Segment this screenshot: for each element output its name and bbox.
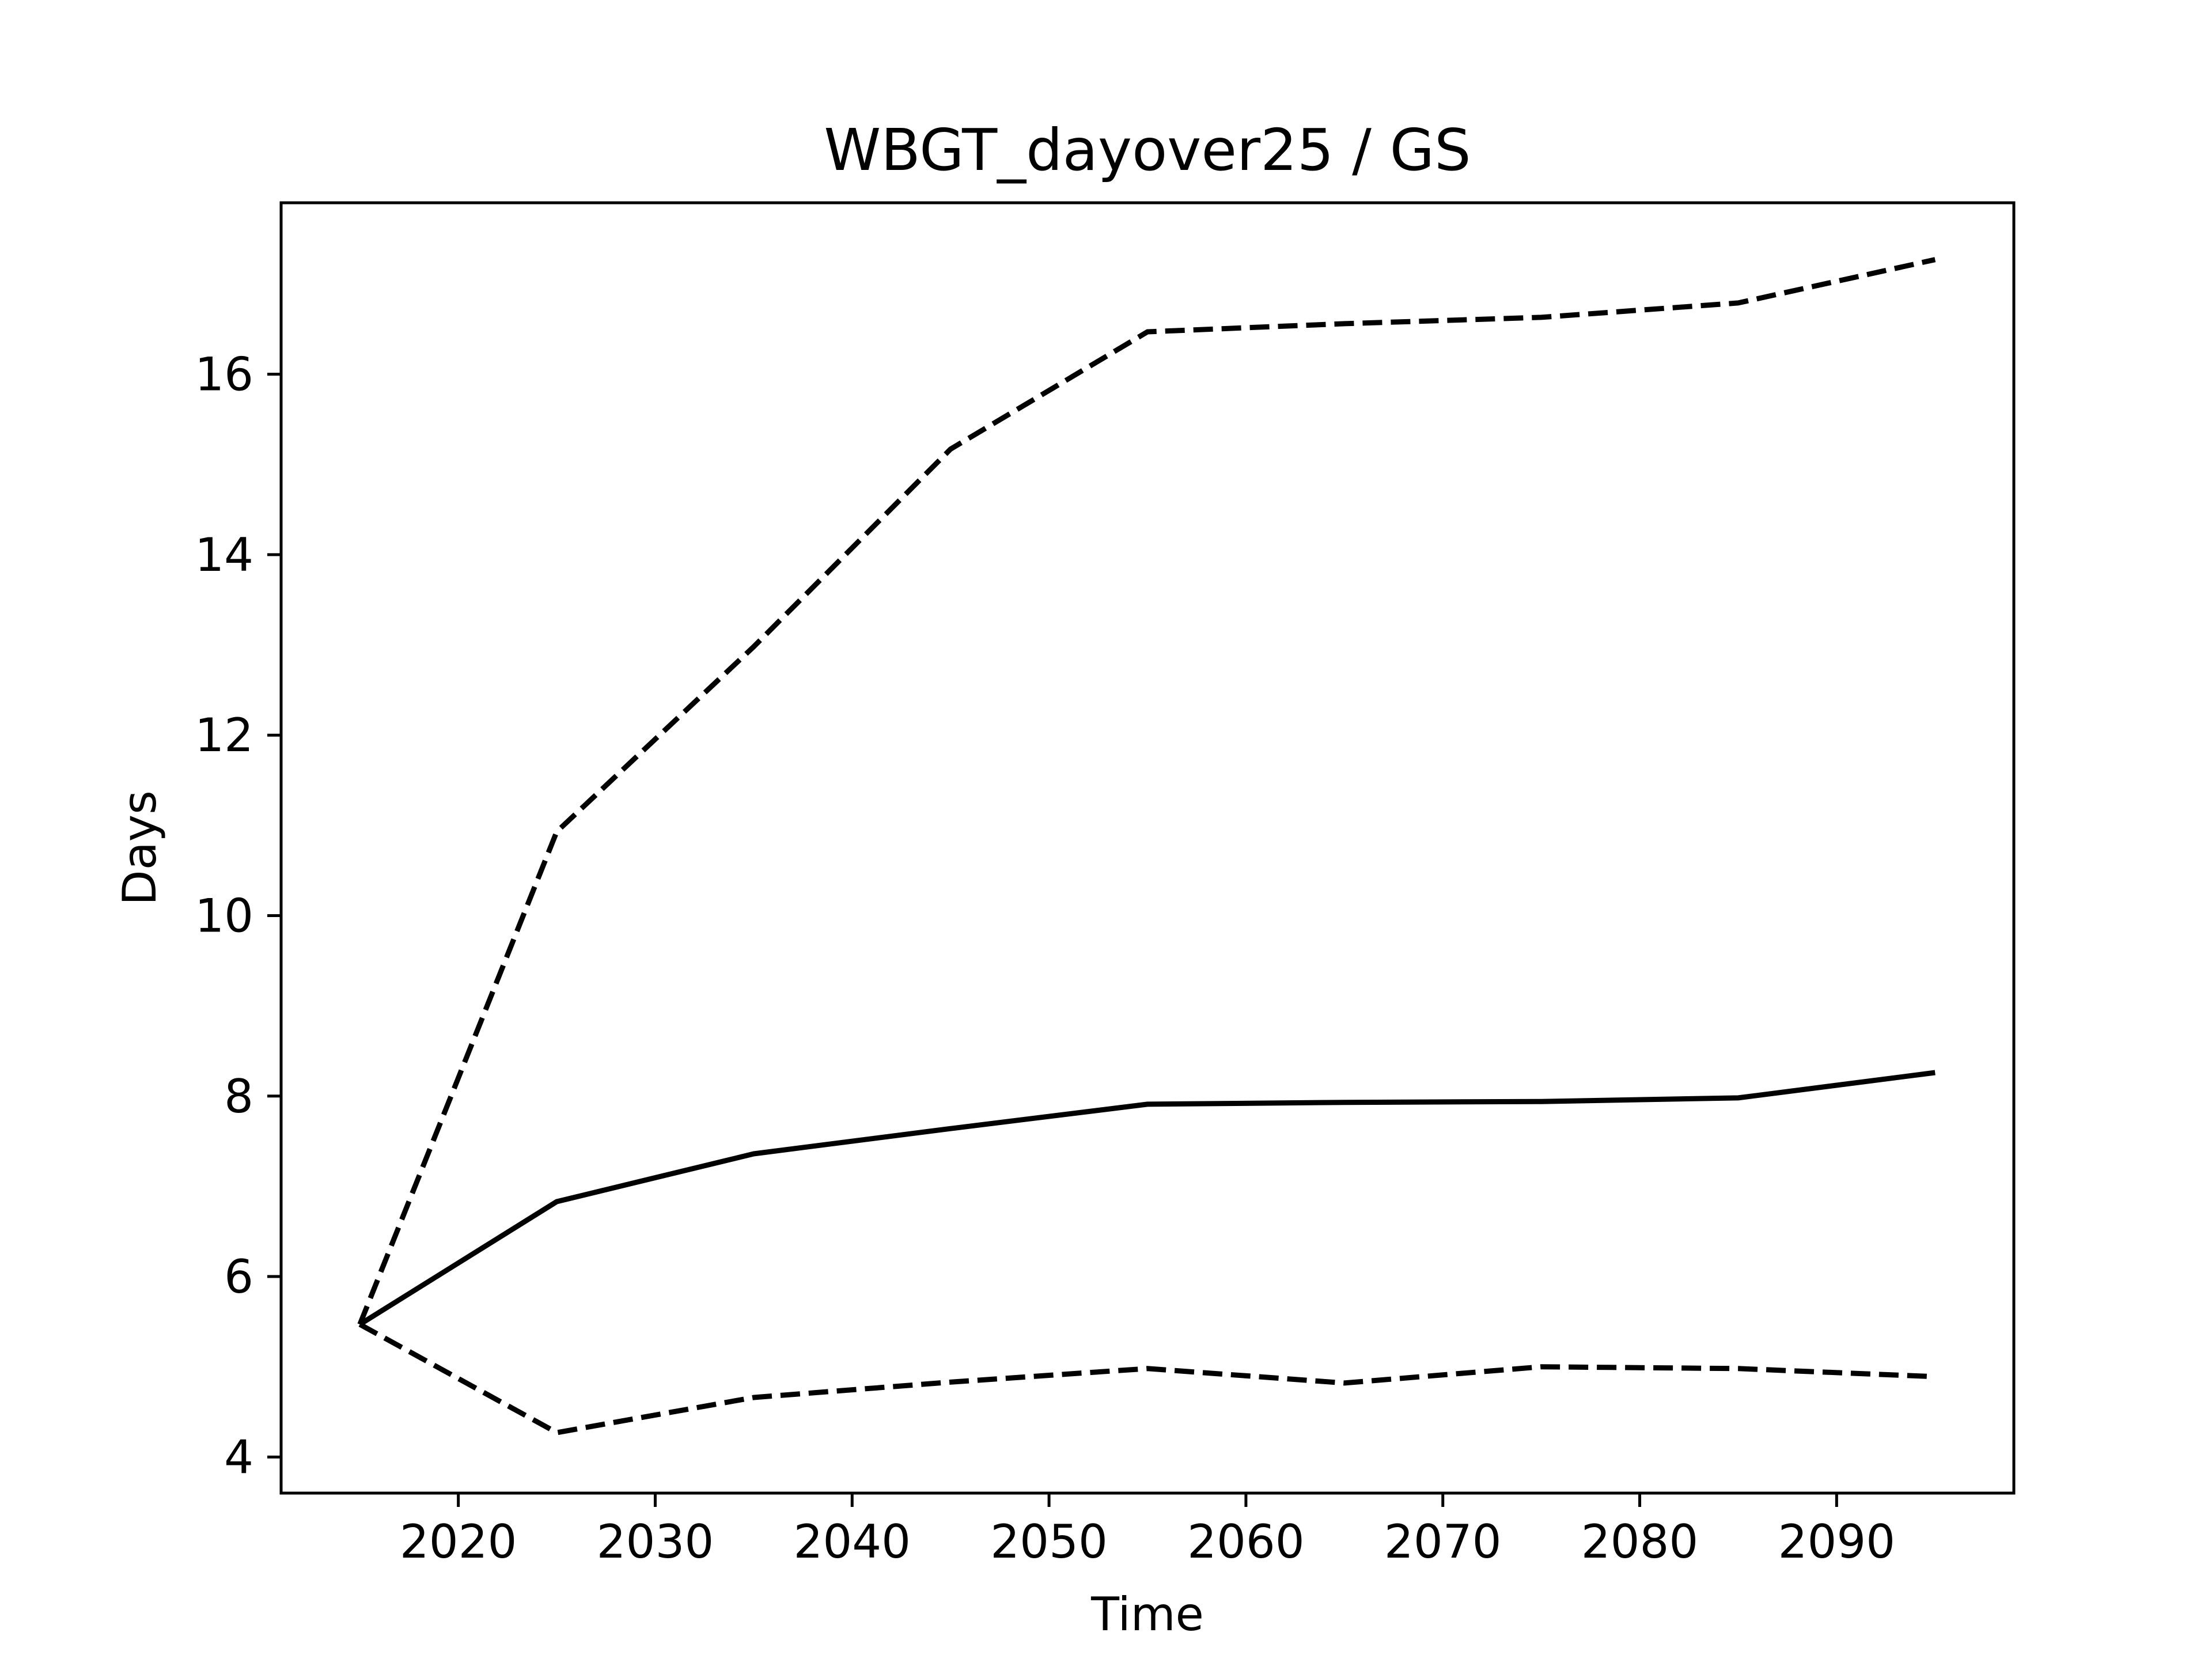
y-tick-label: 8 bbox=[224, 1070, 253, 1123]
x-tick-label: 2050 bbox=[990, 1515, 1108, 1569]
y-tick-label: 14 bbox=[195, 528, 253, 582]
x-tick-label: 2020 bbox=[400, 1515, 517, 1569]
y-tick-label: 4 bbox=[224, 1430, 253, 1484]
plot-area-frame bbox=[279, 201, 2016, 1495]
x-tick-label: 2040 bbox=[793, 1515, 911, 1569]
x-tick-label: 2060 bbox=[1187, 1515, 1305, 1569]
chart-title: WBGT_dayover25 / GS bbox=[824, 116, 1471, 184]
x-tick-label: 2080 bbox=[1581, 1515, 1699, 1569]
y-axis: 4 6 8 10 12 14 16 bbox=[195, 348, 281, 1484]
x-tick-label: 2090 bbox=[1778, 1515, 1896, 1569]
dashed-series-line-2 bbox=[358, 1322, 1936, 1435]
y-tick-label: 10 bbox=[195, 889, 253, 942]
x-tick-label: 2030 bbox=[597, 1515, 714, 1569]
x-tick-label: 2070 bbox=[1384, 1515, 1502, 1569]
x-axis: 2020 2030 2040 2050 2060 2070 2080 2090 bbox=[400, 1493, 1895, 1569]
y-tick-label: 12 bbox=[195, 709, 253, 762]
y-axis-label: Days bbox=[113, 790, 166, 906]
y-tick-label: 16 bbox=[195, 348, 253, 402]
dashed-series-line-1 bbox=[357, 257, 1936, 1325]
x-axis-label: Time bbox=[1090, 1588, 1204, 1641]
series-layer bbox=[357, 257, 1936, 1435]
y-tick-label: 6 bbox=[224, 1250, 253, 1304]
solid-series-line-0 bbox=[358, 1070, 1936, 1327]
